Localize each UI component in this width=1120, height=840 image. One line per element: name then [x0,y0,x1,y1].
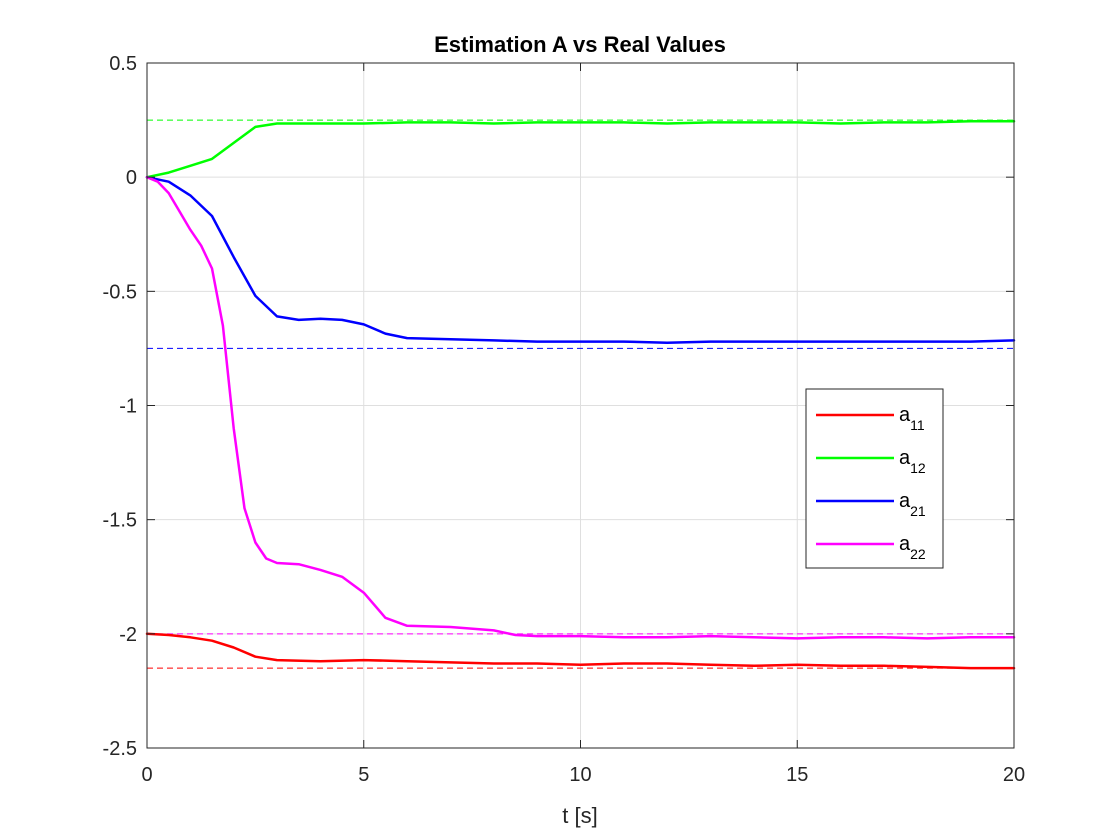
series-line-a21 [145,175,1016,344]
y-tick-label: -1 [119,396,137,418]
series-line-a22 [145,175,1016,640]
series-line-a11 [145,632,1016,670]
reference-lines [147,119,1014,669]
legend-series-subscript: 12 [910,460,926,476]
legend-series-subscript: 11 [910,417,925,433]
legend-entry-label: a22 [899,533,926,562]
legend-series-subscript: 21 [910,503,926,519]
legend-series-name: a [899,490,911,512]
y-tick-label: -2 [119,624,137,646]
legend-series-name: a [899,404,911,426]
data-series [145,119,1016,670]
chart-title: Estimation A vs Real Values [434,32,726,57]
y-tick-label: -2.5 [103,738,137,760]
x-tick-label: 5 [358,764,369,786]
legend-entry-label: a12 [899,447,926,476]
x-tick-label: 15 [786,764,808,786]
legend-entry-label: a21 [899,490,926,519]
x-tick-label: 10 [569,764,591,786]
y-tick-label: 0.5 [109,53,137,75]
y-tick-label: 0 [126,167,137,189]
legend-series-subscript: 22 [910,546,926,562]
axis-ticks: 0 5 10 15 20 0.5 0 -0.5 -1 -1.5 -2 -2.5 [103,53,1026,786]
y-tick-label: -1.5 [103,510,137,532]
x-axis-label: t [s] [562,803,597,828]
y-tick-label: -0.5 [103,281,137,303]
legend-series-name: a [899,533,911,555]
legend-box [805,388,944,569]
x-tick-label: 20 [1003,764,1025,786]
legend-entry-label: a11 [899,404,925,433]
x-tick-label: 0 [141,764,152,786]
legend-series-name: a [899,447,911,469]
series-line-a12 [145,119,1016,179]
